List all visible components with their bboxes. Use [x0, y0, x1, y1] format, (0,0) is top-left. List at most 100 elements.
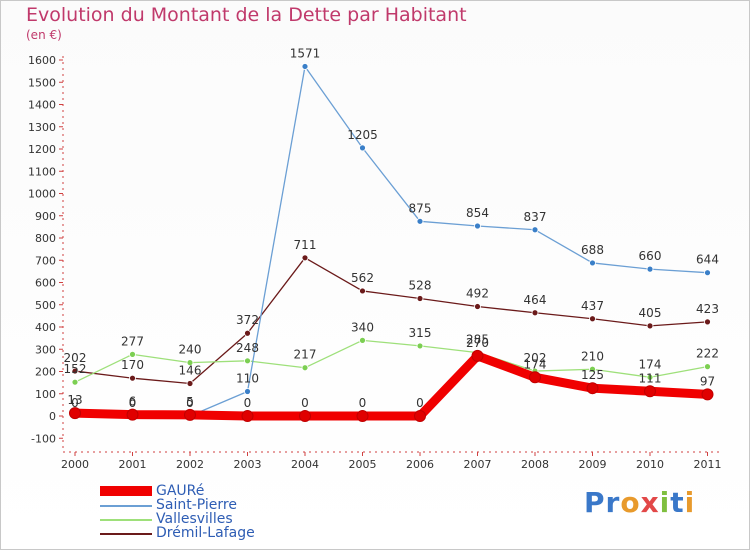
data-point-gaure: [69, 407, 81, 420]
data-point-saint-pierre: [244, 388, 251, 395]
y-tick-label: 1300: [28, 121, 56, 134]
series-line-dremil-lafage: [74, 257, 709, 385]
legend-item-saint-pierre: Saint-Pierre: [100, 497, 360, 513]
data-label-vallesvilles: 277: [121, 334, 144, 348]
data-label-vallesvilles: 210: [581, 349, 604, 363]
data-label-gaure: 174: [524, 357, 547, 371]
x-tick-label: 2008: [521, 458, 549, 471]
data-point-saint-pierre: [589, 259, 596, 267]
legend-swatch-vallesvilles: [100, 519, 152, 521]
data-point-dremil-lafage: [704, 318, 711, 326]
data-label-saint-pierre: 1571: [290, 46, 321, 60]
data-point-dremil-lafage: [359, 287, 366, 295]
data-point-gaure: [644, 385, 656, 398]
data-point-dremil-lafage: [474, 303, 481, 310]
x-tick-label: 2010: [636, 458, 664, 471]
data-label-dremil-lafage: 202: [64, 351, 87, 365]
data-point-saint-pierre: [359, 144, 366, 152]
legend-swatch-dremil-lafage: [100, 533, 152, 535]
y-tick-label: 1100: [28, 165, 56, 178]
x-tick-label: 2002: [176, 458, 204, 471]
data-point-gaure: [184, 408, 196, 421]
data-point-gaure: [586, 382, 599, 395]
data-label-vallesvilles: 202: [524, 351, 547, 365]
data-point-dremil-lafage: [129, 374, 136, 382]
x-tick-label: 2004: [291, 458, 319, 471]
logo-letter: t: [670, 486, 685, 519]
y-tick-label: 500: [35, 299, 56, 312]
data-point-gaure: [414, 410, 426, 422]
data-label-gaure: 0: [244, 396, 252, 410]
data-point-dremil-lafage: [244, 329, 251, 337]
logo-letter: r: [605, 486, 621, 519]
data-label-vallesvilles: 315: [409, 326, 432, 340]
data-point-saint-pierre: [474, 222, 481, 230]
data-point-dremil-lafage: [71, 367, 79, 375]
y-tick-label: 600: [35, 277, 56, 290]
x-tick-label: 2000: [61, 458, 89, 471]
x-tick-label: 2003: [234, 458, 262, 471]
data-point-dremil-lafage: [531, 309, 539, 317]
data-label-saint-pierre: 0: [186, 396, 194, 410]
data-label-saint-pierre: 854: [466, 206, 489, 220]
logo-letter: x: [640, 486, 660, 519]
data-label-saint-pierre: 688: [581, 243, 604, 257]
data-label-dremil-lafage: 437: [581, 299, 604, 313]
data-point-saint-pierre: [531, 226, 539, 234]
data-point-saint-pierre: [301, 63, 309, 70]
data-label-dremil-lafage: 464: [524, 293, 547, 307]
y-tick-label: 1600: [28, 54, 56, 67]
data-label-dremil-lafage: 711: [294, 238, 317, 252]
legend-label-saint-pierre: Saint-Pierre: [156, 497, 237, 513]
legend-item-gaure: GAURé: [100, 483, 360, 499]
series-line-gaure: [70, 351, 712, 421]
y-tick-label: 1500: [28, 76, 56, 89]
data-point-dremil-lafage: [646, 322, 654, 330]
y-tick-label: -100: [31, 432, 56, 445]
y-tick-label: 1400: [28, 99, 56, 112]
data-point-vallesvilles: [359, 336, 366, 344]
data-point-dremil-lafage: [301, 254, 309, 262]
data-point-saint-pierre: [646, 265, 654, 273]
x-tick-label: 2009: [579, 458, 607, 471]
series-line-vallesvilles: [74, 339, 709, 383]
x-tick-label: 2007: [464, 458, 492, 471]
data-point-gaure: [299, 410, 311, 422]
data-label-gaure: 13: [67, 393, 82, 407]
data-point-saint-pierre: [704, 269, 711, 277]
logo-letter: i: [659, 486, 671, 519]
data-label-saint-pierre: 110: [236, 372, 259, 386]
data-point-vallesvilles: [589, 365, 596, 373]
y-tick-label: 1200: [28, 143, 56, 156]
y-axis-unit: (en €): [26, 28, 62, 42]
logo-letter: i: [684, 486, 696, 519]
data-label-dremil-lafage: 528: [409, 279, 432, 293]
legend-swatch-saint-pierre: [100, 505, 152, 507]
data-point-vallesvilles: [704, 363, 711, 371]
data-label-vallesvilles: 240: [179, 343, 202, 357]
data-point-gaure: [471, 349, 484, 362]
data-label-vallesvilles: 340: [351, 320, 374, 334]
series-line-saint-pierre: [74, 65, 709, 417]
data-label-dremil-lafage: 372: [236, 313, 259, 327]
x-tick-label: 2006: [406, 458, 434, 471]
data-label-gaure: 97: [700, 374, 715, 388]
y-tick-label: 800: [35, 232, 56, 245]
data-point-vallesvilles: [71, 378, 79, 386]
data-point-gaure: [241, 410, 254, 422]
data-point-vallesvilles: [129, 350, 136, 358]
data-label-gaure: 270: [466, 336, 489, 350]
data-label-saint-pierre: 644: [696, 253, 719, 267]
chart-title: Evolution du Montant de la Dette par Hab…: [26, 4, 467, 26]
data-label-dremil-lafage: 423: [696, 302, 719, 316]
data-label-vallesvilles: 248: [236, 341, 259, 355]
data-label-gaure: 0: [301, 396, 309, 410]
x-tick-label: 2001: [119, 458, 147, 471]
data-point-gaure: [529, 371, 541, 384]
data-point-saint-pierre: [416, 217, 424, 225]
logo-letter: P: [584, 486, 606, 519]
data-label-gaure: 0: [359, 396, 367, 410]
data-point-gaure: [126, 408, 139, 421]
y-tick-label: 700: [35, 254, 56, 267]
data-point-vallesvilles: [186, 359, 194, 367]
